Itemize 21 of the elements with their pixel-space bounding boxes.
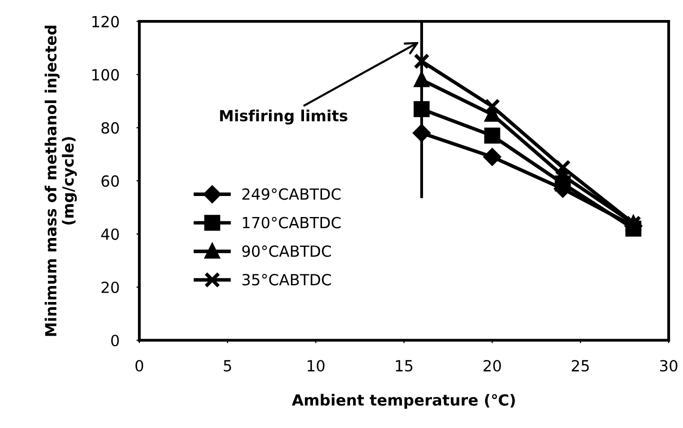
legend-label: 90°CABTDC [242, 245, 331, 257]
y-tick-label: 0 [111, 334, 119, 346]
x-tick-label: 20 [484, 360, 501, 372]
y-tick-label: 60 [102, 175, 119, 187]
x-tick-label: 25 [572, 360, 589, 372]
x-tick-label: 10 [308, 360, 324, 372]
y-tick-label: 80 [101, 122, 119, 134]
x-tick-label: 0 [135, 360, 144, 372]
legend-label: 170°CABTDC [242, 216, 341, 228]
x-tick-label: 30 [660, 360, 678, 372]
y-tick-label: 100 [92, 69, 119, 81]
ref-line-label: Misfiring limits [220, 110, 348, 125]
x-tick-label: 15 [396, 360, 412, 372]
y-tick-label: 40 [101, 228, 119, 240]
x-tick-label: 5 [224, 360, 232, 372]
legend-label: 35°CABTDC [242, 274, 331, 286]
y-tick-label: 120 [92, 16, 119, 28]
legend-label: 249°CABTDC [242, 188, 341, 200]
y-tick-label: 20 [102, 282, 119, 294]
y-axis-title: Minimum mass of methanol injected (mg/cycle) [44, 26, 77, 336]
x-axis-title: Ambient temperature (℃) [292, 394, 515, 409]
